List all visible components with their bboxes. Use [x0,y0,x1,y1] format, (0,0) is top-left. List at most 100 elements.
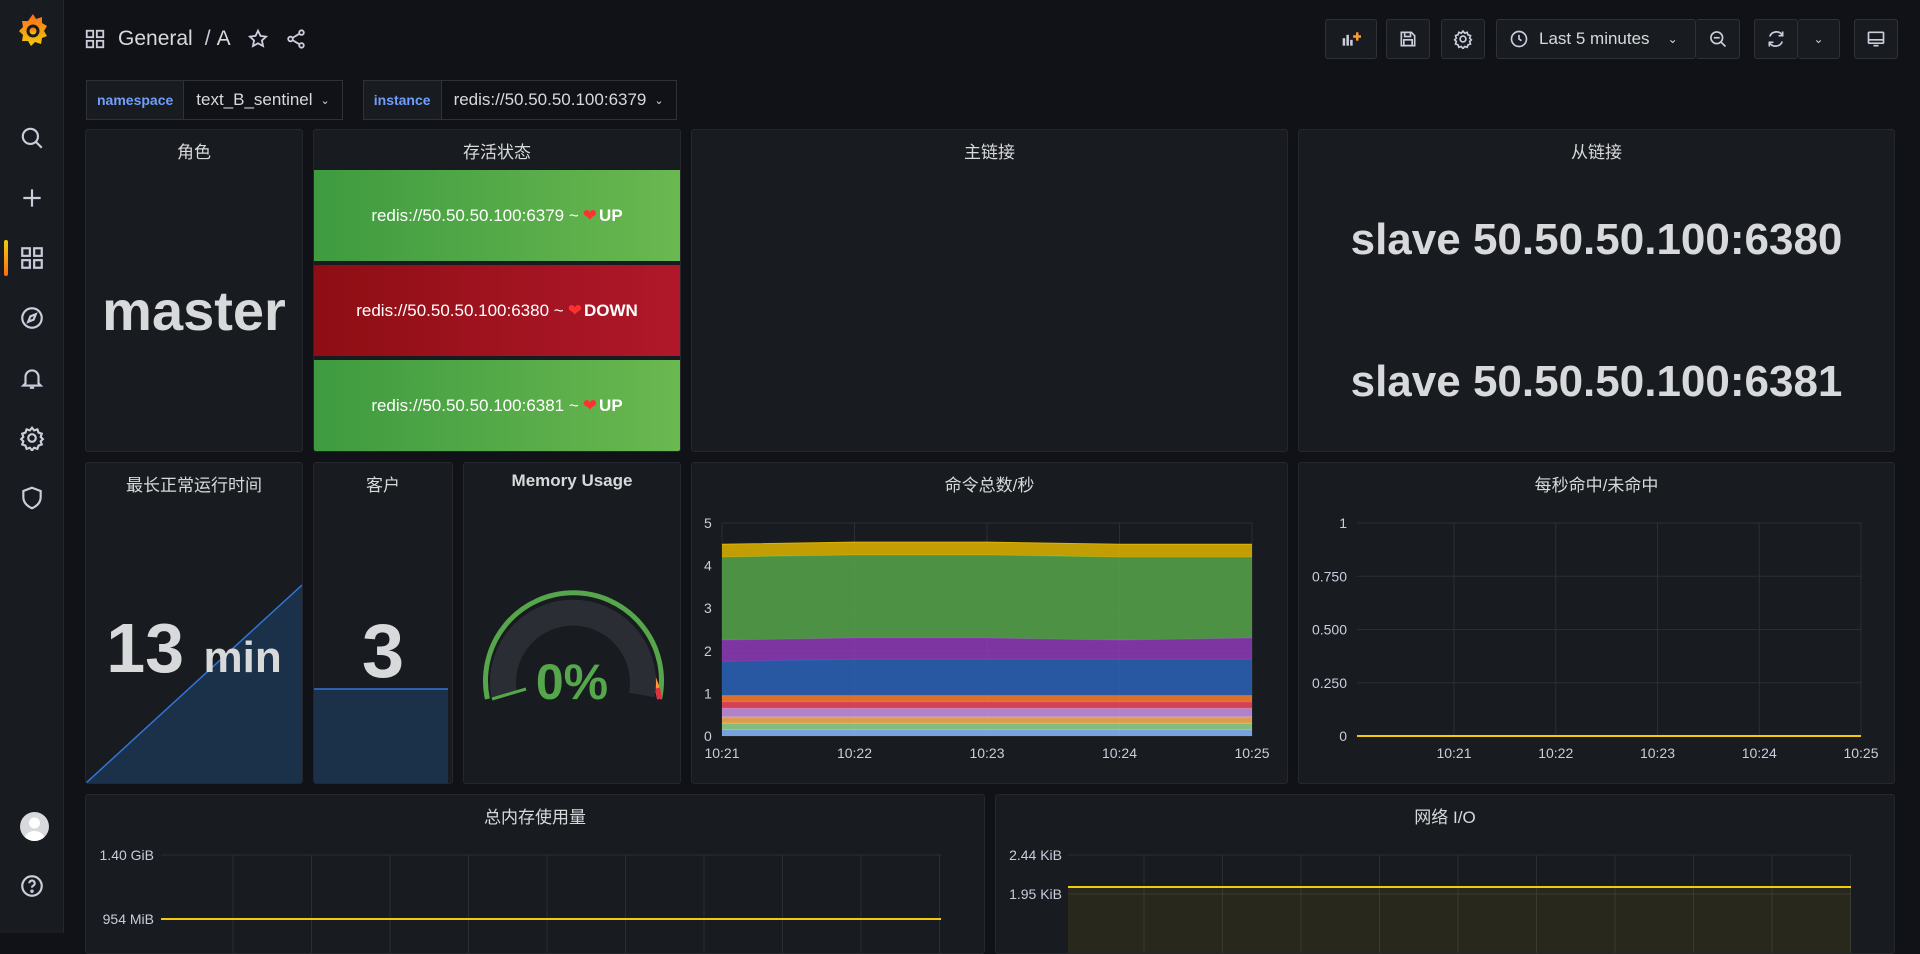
total-memory-chart: 1.40 GiB 954 MiB [100,847,941,953]
y-tick-label: 0.500 [1312,622,1347,638]
chevron-down-icon: ⌄ [1813,32,1824,46]
area-series [722,659,1252,696]
instance-variable-select[interactable]: redis://50.50.50.100:6379 ⌄ [441,80,677,120]
refresh-interval-dropdown[interactable]: ⌄ [1798,19,1840,59]
variables-bar: namespace text_B_sentinel ⌄ instance redi… [86,80,677,120]
y-tick-label: 1.95 KiB [1009,886,1062,902]
monitor-icon [1867,31,1885,47]
hits-line-chart: 1 0.750 0.500 0.250 0 10:21 10:22 10:23 10:24 10:… [1312,515,1879,761]
gauge-track [490,599,656,698]
y-tick-label: 2 [704,643,712,659]
area-series [722,701,1252,709]
explore-compass-icon[interactable] [0,296,64,340]
chevron-down-icon: ⌄ [320,94,330,107]
y-tick-label: 3 [704,600,712,616]
top-navbar: General / A Last 5 minutes ⌄ ⌄ [64,0,1920,80]
alerting-bell-icon[interactable] [0,356,64,400]
uptime-sparkline [86,584,302,783]
refresh-button[interactable] [1754,19,1798,59]
help-icon[interactable] [0,864,64,908]
x-tick-label: 10:25 [1234,745,1269,761]
master-links-panel[interactable]: 主链接 [691,129,1288,452]
star-icon[interactable] [247,28,269,50]
total-memory-panel[interactable]: 总内存使用量 1.40 GiB 954 MiB [85,794,985,954]
commands-area-chart: 5 4 3 2 1 010:21 10:22 10:23 10:24 10:25 [704,515,1270,761]
dashboard-settings-button[interactable] [1441,19,1485,59]
area-series [722,542,1252,558]
commands-per-sec-panel[interactable]: 命令总数/秒 5 4 3 2 1 0 10:21 10:22 10:23 10:24 10:25 [691,462,1288,784]
status-box-6379: redis://50.50.50.100:6379 ~ ❤ UP [314,170,680,261]
memory-usage-value: 0% [535,654,609,710]
role-panel[interactable]: 角色 master [85,129,303,452]
panel-title: Memory Usage [511,471,633,490]
share-icon[interactable] [285,28,307,50]
role-value: master [102,279,286,342]
gauge-value-marker [491,687,527,701]
namespace-variable-select[interactable]: text_B_sentinel ⌄ [184,80,343,120]
hits-misses-panel[interactable]: 每秒命中/未命中 1 0.750 0.500 0.250 0 10:21 10:22 10:2… [1298,462,1895,784]
uptime-value: 13 min [86,608,302,688]
gauge-threshold-ring [483,590,664,700]
slave-links-panel[interactable]: 从链接 slave 50.50.50.100:6380 slave 50.50.… [1298,129,1895,452]
zoom-out-button[interactable] [1696,19,1740,59]
x-tick-label: 10:24 [1742,745,1777,761]
folder-link[interactable]: General [118,27,193,50]
y-tick-label: 0 [704,728,712,744]
server-admin-shield-icon[interactable] [0,476,64,520]
status-value: DOWN [583,300,638,320]
add-panel-button[interactable] [1325,19,1377,59]
y-tick-label: 1 [704,685,712,701]
uptime-panel[interactable]: 最长正常运行时间 13 min [85,462,303,784]
x-tick-label: 10:22 [837,745,872,761]
alive-status-panel[interactable]: 存活状态 redis://50.50.50.100:6379 ~ ❤ UP redi… [313,129,681,452]
breadcrumb: General / A [84,24,307,54]
side-menu [0,0,64,933]
area-series [722,729,1252,736]
settings-gear-icon [1453,29,1473,49]
memory-gauge [483,590,664,701]
time-range-label: Last 5 minutes [1539,29,1650,48]
x-tick-label: 10:24 [1102,745,1137,761]
status-value: UP [599,205,623,225]
namespace-variable-label: namespace [86,80,185,120]
area-series [722,716,1252,724]
area-fill [1068,887,1851,953]
area-series [722,554,1252,641]
area-series-line [721,541,1252,545]
x-tick-label: 10:23 [1640,745,1675,761]
configuration-gear-icon[interactable] [0,416,64,460]
y-tick-label: 1 [1339,515,1347,531]
clients-panel[interactable]: 客户 3 [313,462,453,784]
panel-title: 总内存使用量 [484,808,586,827]
area-series [722,723,1252,730]
dashboards-icon[interactable] [0,236,64,280]
panel-title: 命令总数/秒 [944,476,1035,495]
chevron-down-icon: ⌄ [1667,32,1678,46]
status-box-6380: redis://50.50.50.100:6380 ~ ❤ DOWN [314,265,680,356]
create-plus-icon[interactable] [0,176,64,220]
panel-title: 从链接 [1571,143,1622,162]
tv-mode-button[interactable] [1854,19,1898,59]
search-icon[interactable] [0,116,64,160]
x-tick-label: 10:22 [1538,745,1573,761]
clients-value: 3 [361,609,405,694]
user-avatar[interactable] [20,812,49,841]
dashboard-title[interactable]: A [216,27,231,50]
breadcrumb-separator: / [204,27,211,50]
status-value: UP [599,395,623,415]
x-tick-label: 10:21 [704,745,739,761]
panel-title: 角色 [177,143,211,162]
status-box-6381: redis://50.50.50.100:6381 ~ ❤ UP [314,360,680,451]
y-tick-label: 0.250 [1312,675,1347,691]
time-range-picker[interactable]: Last 5 minutes ⌄ [1496,19,1696,59]
save-dashboard-button[interactable] [1386,19,1430,59]
x-tick-label: 10:25 [1843,745,1878,761]
namespace-variable-value: text_B_sentinel [196,90,313,109]
x-tick-label: 10:21 [1436,745,1471,761]
status-addr: redis://50.50.50.100:6380 ~ [356,300,564,320]
clock-icon [1510,30,1528,48]
network-io-panel[interactable]: 网络 I/O 2.44 KiB 1.95 KiB [995,794,1895,954]
grafana-logo-icon[interactable] [17,12,49,48]
status-addr: redis://50.50.50.100:6381 ~ [371,395,579,415]
memory-usage-panel[interactable]: Memory Usage 0% [463,462,681,784]
